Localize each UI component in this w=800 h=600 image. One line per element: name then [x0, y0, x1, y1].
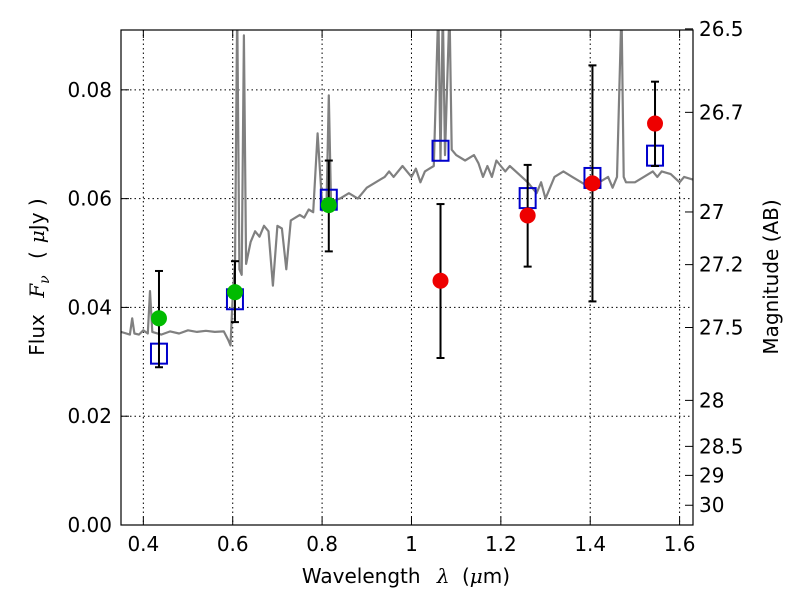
x-tick-label: 0.8 — [306, 532, 338, 556]
axes: 0.4 0.6 0.8 1 1.2 1.4 1.6 0.00 0.02 0.04 0.06 0.08 2… — [67, 17, 743, 556]
x-axis-label-unit-open: ( — [462, 564, 470, 588]
photometry-point — [150, 310, 167, 327]
y2-tick-label: 26.5 — [699, 17, 744, 41]
y2-tick-label: 30 — [699, 493, 724, 517]
y-axis-label-symbol: F — [25, 283, 49, 299]
x-axis-label-unit-rest: m) — [483, 564, 510, 588]
y-axis-label: Flux Fν ( μJy ) — [25, 198, 54, 355]
plot-area — [121, 30, 693, 369]
x-axis-label: Wavelength λ (μm) — [302, 564, 510, 588]
y-tick-label: 0.00 — [67, 513, 112, 537]
y2-tick-label: 29 — [699, 463, 724, 487]
y-tick-label: 0.04 — [67, 295, 112, 319]
y-axis-label-unit-mu: μ — [25, 230, 49, 243]
y2-tick-label: 26.7 — [699, 100, 744, 124]
photometry-point — [432, 272, 449, 289]
y-tick-label: 0.02 — [67, 404, 112, 428]
x-tick-label: 0.4 — [127, 532, 159, 556]
y2-axis-label: Magnitude (AB) — [759, 199, 783, 354]
x-tick-label: 1.6 — [664, 532, 696, 556]
model-flux-box — [431, 139, 450, 162]
y-axis-label-text: Flux — [25, 314, 49, 356]
x-tick-label: 1.2 — [485, 532, 517, 556]
y2-tick-label: 27.5 — [699, 315, 744, 339]
photometry-point — [226, 284, 243, 301]
y2-tick-label: 28.5 — [699, 434, 744, 458]
photometry-point — [320, 197, 337, 214]
y2-tick-label: 27 — [699, 200, 724, 224]
x-tick-label: 1 — [405, 532, 418, 556]
y-tick-label: 0.08 — [67, 78, 112, 102]
y2-tick-label: 27.2 — [699, 253, 744, 277]
photometry-point — [519, 207, 536, 224]
y-axis-label-subscript: ν — [37, 275, 53, 284]
photometry-point — [584, 175, 601, 192]
y-axis-label-unit-rest: Jy ) — [25, 198, 49, 232]
x-tick-label: 0.6 — [217, 532, 249, 556]
y2-tick-label: 28 — [699, 388, 724, 412]
spectrum-line — [121, 30, 693, 347]
x-axis-label-text: Wavelength — [302, 564, 421, 588]
x-axis-label-unit-mu: μ — [470, 564, 483, 588]
photometry-point — [647, 115, 664, 132]
x-axis-label-symbol: λ — [436, 564, 450, 588]
y-tick-label: 0.06 — [67, 187, 112, 211]
x-tick-label: 1.4 — [574, 532, 606, 556]
y-axis-label-unit-open: ( — [25, 251, 49, 259]
plot-frame — [120, 29, 694, 526]
